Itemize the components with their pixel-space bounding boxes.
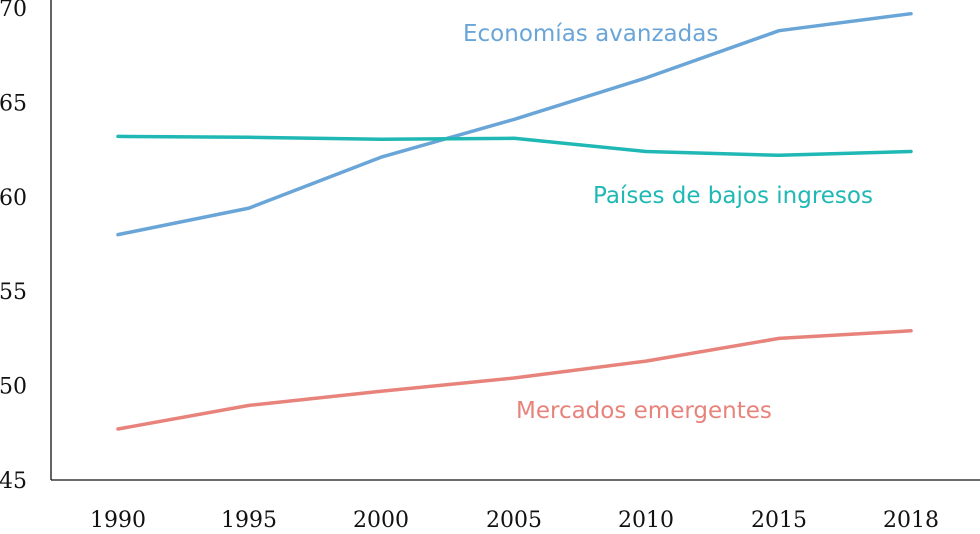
y-tick-labels: 45 50 55 60 65 70 (0, 0, 27, 494)
x-tick-label: 2005 (486, 508, 542, 533)
series-line-0 (116, 11, 913, 237)
x-tick-label: 1990 (90, 508, 146, 533)
y-tick-label: 50 (0, 375, 27, 400)
series-label-mercados-emergentes: Mercados emergentes (516, 398, 772, 424)
series-label-paises-bajos-ingresos: Países de bajos ingresos (593, 183, 873, 209)
x-tick-label: 2018 (883, 508, 939, 533)
y-tick-label: 70 (0, 0, 27, 22)
series-label-economias-avanzadas: Economías avanzadas (463, 21, 718, 47)
y-tick-label: 55 (0, 280, 27, 305)
series-line-1 (116, 134, 913, 158)
x-tick-label: 1995 (221, 508, 277, 533)
x-tick-label: 2015 (751, 508, 807, 533)
x-tick-label: 2010 (618, 508, 674, 533)
x-tick-label: 2000 (353, 508, 409, 533)
y-tick-label: 60 (0, 186, 27, 211)
series-line-2 (116, 329, 913, 431)
x-tick-labels: 1990 1995 2000 2005 2010 2015 2018 (90, 508, 939, 533)
y-tick-label: 45 (0, 469, 27, 494)
y-tick-label: 65 (0, 91, 27, 116)
series-layer (116, 11, 913, 431)
